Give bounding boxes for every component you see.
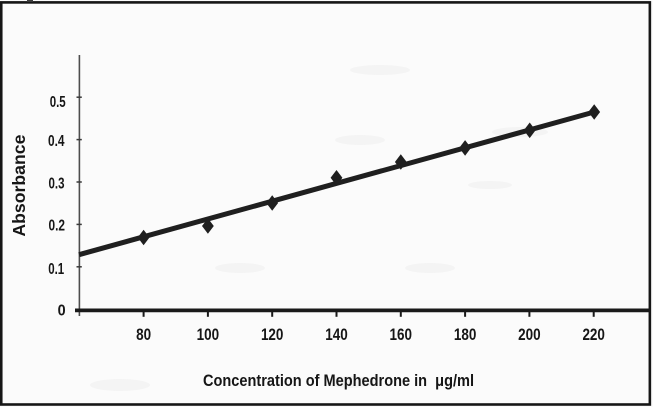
svg-text:0.2: 0.2 bbox=[49, 218, 66, 235]
svg-text:120: 120 bbox=[261, 325, 284, 344]
svg-text:0: 0 bbox=[58, 303, 66, 320]
svg-text:0.5: 0.5 bbox=[50, 94, 66, 111]
svg-text:220: 220 bbox=[582, 325, 605, 344]
svg-text:80: 80 bbox=[136, 325, 151, 344]
svg-text:Concentration of Mephedrone in: Concentration of Mephedrone in μg/ml bbox=[203, 371, 474, 390]
svg-text:140: 140 bbox=[325, 325, 348, 344]
svg-text:0.3: 0.3 bbox=[49, 175, 65, 192]
svg-text:0.1: 0.1 bbox=[48, 261, 64, 278]
svg-text:160: 160 bbox=[390, 325, 413, 344]
svg-text:200: 200 bbox=[518, 325, 541, 344]
svg-text:Absorbance: Absorbance bbox=[9, 134, 29, 236]
svg-text:0.4: 0.4 bbox=[48, 133, 65, 150]
svg-text:180: 180 bbox=[454, 325, 477, 344]
svg-text:100: 100 bbox=[197, 325, 220, 344]
